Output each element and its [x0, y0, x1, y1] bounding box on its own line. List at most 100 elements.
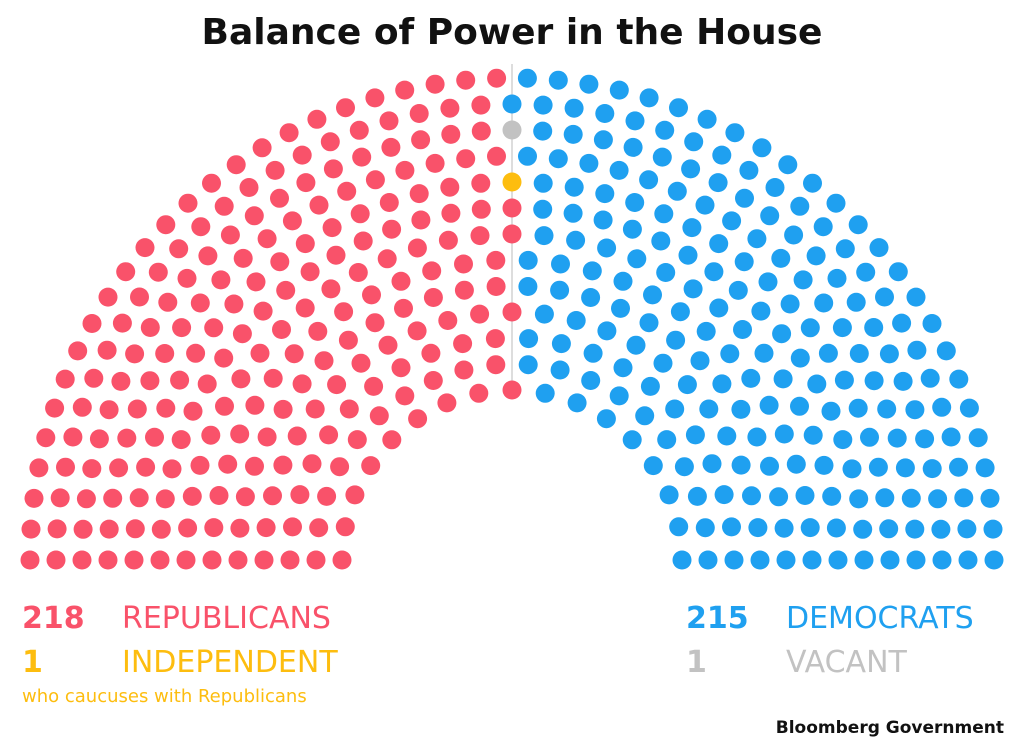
seat: [320, 132, 340, 152]
seat: [197, 374, 217, 394]
seat: [821, 401, 841, 421]
seat: [879, 344, 899, 364]
seat: [677, 375, 697, 395]
seat: [780, 294, 800, 314]
seat: [231, 369, 251, 389]
seat: [699, 399, 719, 419]
seat: [722, 517, 741, 537]
seat: [322, 218, 342, 238]
seat: [306, 550, 326, 570]
seat: [283, 517, 302, 537]
seat: [228, 550, 248, 570]
seat: [305, 399, 325, 419]
seat: [760, 456, 779, 476]
seat: [765, 178, 785, 197]
seat: [778, 155, 798, 175]
seat: [725, 123, 745, 143]
seat: [786, 454, 806, 474]
seat: [597, 321, 617, 341]
seat: [842, 459, 862, 479]
seat: [670, 302, 690, 322]
seat: [868, 457, 888, 477]
seat: [73, 519, 93, 539]
seat: [239, 178, 259, 197]
seat: [949, 457, 968, 477]
seat: [773, 369, 793, 389]
seat: [319, 425, 339, 445]
seat: [230, 424, 250, 444]
seat: [551, 254, 570, 274]
seat: [502, 302, 522, 322]
seat: [97, 340, 117, 360]
seat: [695, 518, 715, 538]
seat: [395, 386, 415, 406]
seat: [877, 399, 897, 419]
seat: [551, 334, 571, 354]
seat: [793, 270, 813, 290]
seat: [226, 155, 246, 175]
seat: [502, 380, 522, 400]
seat: [579, 153, 599, 173]
seat: [518, 277, 538, 296]
seat: [733, 320, 752, 339]
seat: [640, 376, 660, 396]
seat: [471, 199, 491, 219]
seat: [273, 399, 293, 419]
seat: [55, 369, 75, 389]
seat: [409, 184, 429, 204]
seat: [82, 459, 102, 479]
seat: [920, 368, 940, 388]
seat: [215, 396, 234, 416]
seat: [232, 324, 252, 344]
seat: [954, 488, 974, 508]
seat: [209, 486, 229, 505]
seat: [695, 195, 715, 215]
seat: [471, 121, 491, 141]
seat: [263, 486, 282, 506]
seat: [502, 120, 522, 140]
seat: [425, 74, 445, 94]
seat: [625, 193, 645, 212]
seat: [776, 550, 796, 570]
seat: [470, 226, 490, 246]
seat: [690, 351, 710, 371]
seat: [46, 550, 66, 570]
seat: [674, 457, 694, 477]
legend-value: 218: [22, 601, 85, 636]
seat: [246, 272, 266, 292]
seat: [702, 454, 722, 474]
seat: [848, 398, 868, 418]
seat: [365, 170, 385, 190]
seat: [864, 318, 884, 337]
seat: [453, 334, 473, 354]
seat: [394, 298, 413, 318]
seat: [292, 145, 312, 165]
seat: [440, 177, 460, 197]
seat: [932, 397, 952, 417]
seat: [362, 285, 381, 305]
seat: [84, 368, 104, 388]
seat: [407, 238, 427, 258]
seat: [517, 68, 537, 88]
seat: [140, 318, 160, 337]
seat: [712, 374, 732, 394]
seat: [89, 429, 109, 449]
seat: [915, 429, 935, 449]
seat: [748, 518, 768, 538]
seat: [321, 279, 341, 299]
seat: [613, 271, 633, 291]
seat: [177, 268, 197, 288]
seat: [682, 218, 702, 238]
seat: [548, 70, 568, 90]
seat: [116, 262, 136, 282]
seat: [712, 145, 732, 165]
seat: [395, 160, 415, 180]
seat: [379, 111, 399, 131]
seat: [651, 231, 671, 251]
seat: [597, 238, 617, 258]
seat: [892, 313, 912, 333]
seat: [534, 304, 554, 324]
seat: [214, 348, 234, 368]
seat: [68, 341, 88, 361]
seat: [635, 406, 655, 426]
